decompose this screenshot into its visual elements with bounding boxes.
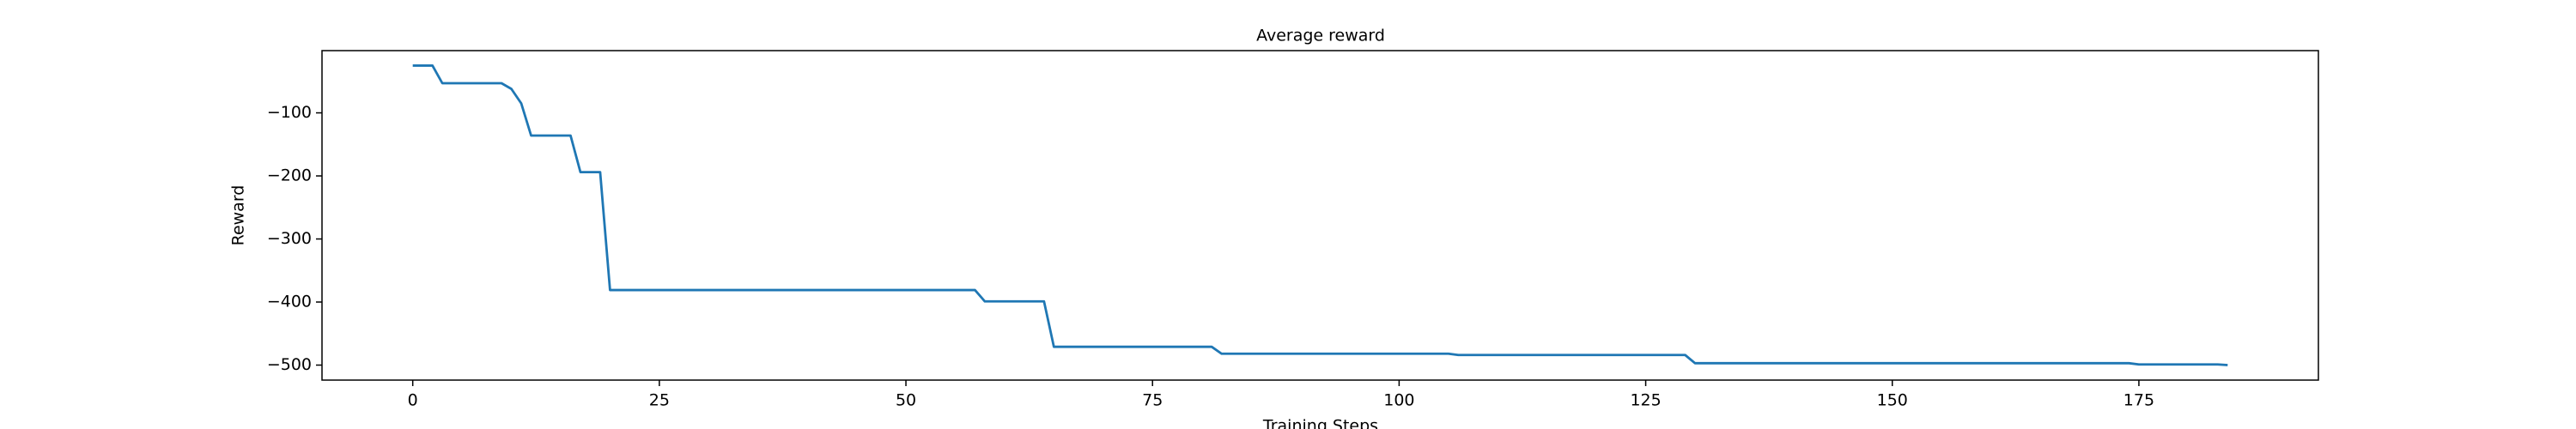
x-tick-label: 150 xyxy=(1877,391,1908,410)
y-tick-label: −400 xyxy=(267,293,312,311)
x-tick-label: 125 xyxy=(1630,391,1661,410)
x-axis-label: Training Steps xyxy=(1262,417,1378,429)
chart-title: Average reward xyxy=(1256,27,1385,45)
x-tick-label: 100 xyxy=(1383,391,1414,410)
x-tick-label: 175 xyxy=(2123,391,2154,410)
y-tick-label: −200 xyxy=(267,166,312,185)
y-tick-label: −100 xyxy=(267,103,312,122)
x-tick-label: 25 xyxy=(649,391,670,410)
y-tick-label: −300 xyxy=(267,229,312,248)
x-tick-label: 0 xyxy=(408,391,418,410)
line-series xyxy=(412,64,2228,366)
x-tick-label: 50 xyxy=(896,391,916,410)
y-axis-label: Reward xyxy=(229,185,248,246)
plot-frame xyxy=(321,50,2319,381)
x-tick-label: 75 xyxy=(1142,391,1163,410)
y-tick-label: −500 xyxy=(267,355,312,374)
